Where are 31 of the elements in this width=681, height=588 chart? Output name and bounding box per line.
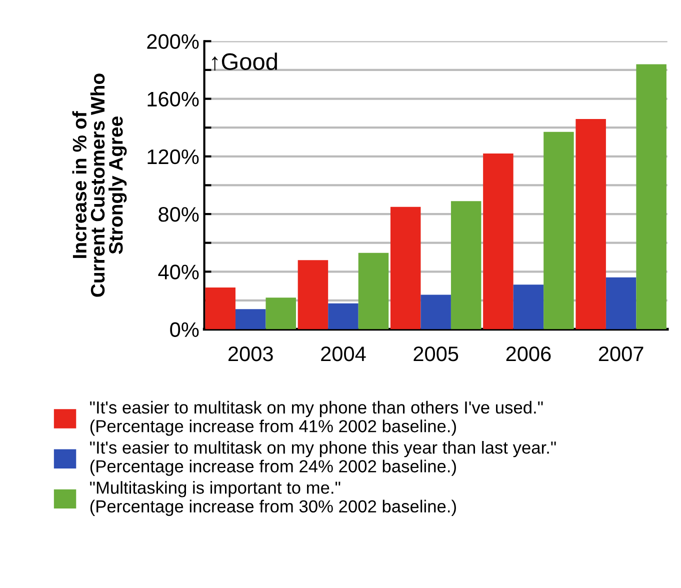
legend-label: "It's easier to multitask on my phone this year than last year." (Percentage increase from 24% 2002 baseline.) [90, 440, 556, 476]
bar [235, 309, 266, 330]
bar [266, 298, 296, 330]
y-tick-label: 80% [158, 207, 199, 222]
y-tick-label: 0% [170, 322, 199, 338]
bar [483, 154, 514, 330]
x-tick-label: 2007 [598, 346, 644, 362]
bar [390, 206, 421, 330]
annotation: ↑Good [212, 52, 277, 70]
bar [450, 201, 482, 330]
bar [298, 260, 328, 330]
bar [328, 303, 358, 330]
bar [606, 277, 636, 330]
bar [513, 284, 544, 330]
legend-label: "Multitasking is important to me." (Percentage increase from 30% 2002 baseline.) [90, 481, 456, 516]
bar [358, 252, 389, 330]
x-tick-label: 2004 [321, 346, 366, 362]
y-tick-label: 120% [148, 149, 199, 164]
bar [420, 294, 451, 330]
y-tick-label: 160% [148, 92, 199, 107]
x-tick-label: 2003 [228, 346, 273, 362]
bar [205, 288, 236, 330]
bar [576, 118, 606, 330]
bar [636, 64, 666, 330]
x-tick-label: 2006 [506, 346, 551, 362]
x-tick-label: 2005 [414, 346, 458, 362]
y-tick-label: 200% [147, 34, 199, 49]
y-tick-label: 40% [158, 264, 199, 280]
y-axis-title: Increase in % of Current Customers Who Strongly Agree [72, 74, 127, 297]
legend-label: "It's easier to multitask on my phone than others I've used." (Percentage increase from 41% 2002 baseline.) [90, 400, 543, 436]
bar [544, 132, 574, 330]
